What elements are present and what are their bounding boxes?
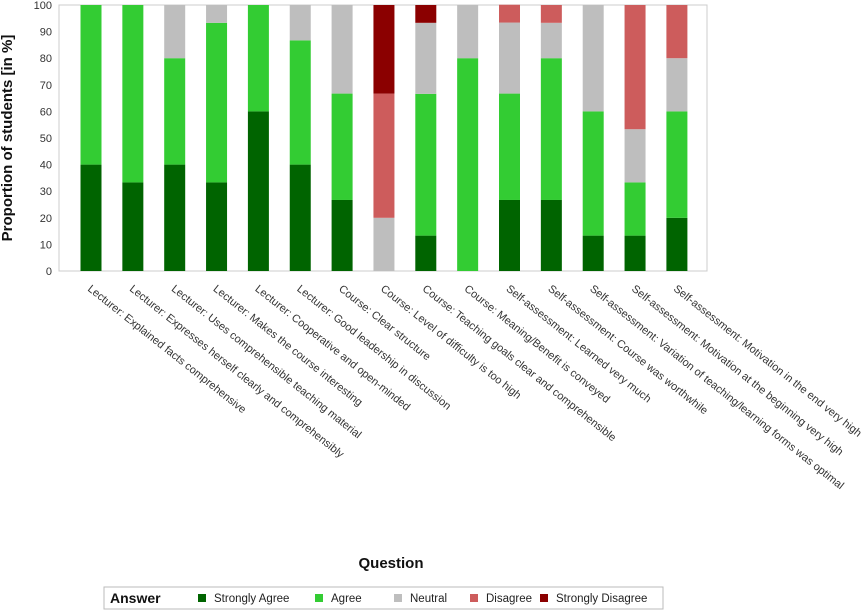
- y-axis-ticks: 0 10 20 30 40 50 60 70 80 90 100: [34, 0, 52, 278]
- bar-segment: [624, 5, 646, 130]
- bar-segment: [666, 5, 688, 59]
- legend-label: Neutral: [410, 593, 447, 605]
- x-axis-title: Question: [358, 555, 423, 572]
- x-category-label: Lecturer: Cooperative and open-minded: [253, 283, 413, 413]
- legend-label: Strongly Agree: [214, 593, 289, 605]
- legend-title: Answer: [110, 590, 161, 606]
- bar-segment: [415, 5, 437, 23]
- bar-segment: [499, 199, 520, 271]
- bar-segment: [373, 93, 395, 218]
- legend-swatch: [470, 594, 478, 602]
- x-category-label: Self-assessment: Motivation in the end v…: [671, 283, 864, 440]
- y-tick-label: 100: [34, 0, 52, 12]
- bar-segment: [331, 93, 353, 200]
- bar-segment: [247, 5, 269, 112]
- x-category-label: Lecturer: Explained facts comprehensive: [85, 283, 248, 416]
- y-tick-label: 40: [40, 160, 52, 172]
- x-category-label: Lecturer: Good leadership in discussion: [294, 283, 453, 413]
- legend-label: Agree: [331, 593, 362, 605]
- bar-segment: [540, 5, 562, 23]
- bar-segment: [247, 111, 269, 272]
- y-axis-title: Proportion of students [in %]: [0, 35, 16, 242]
- y-tick-label: 70: [40, 80, 52, 92]
- bar-segment: [582, 235, 604, 271]
- bar-segment: [624, 129, 646, 183]
- y-tick-label: 50: [40, 133, 52, 145]
- bar-segment: [624, 182, 646, 236]
- y-tick-label: 80: [40, 53, 52, 65]
- bar-segment: [331, 199, 353, 271]
- bar-segment: [582, 111, 604, 236]
- x-category-label: Course: Teaching goals clear and compreh…: [420, 283, 618, 444]
- bar-segment: [206, 22, 228, 183]
- y-tick-label: 90: [40, 27, 52, 39]
- bar-segment: [331, 5, 353, 94]
- legend-swatch: [540, 594, 548, 602]
- bar-segment: [164, 164, 186, 271]
- bar-segment: [122, 5, 144, 183]
- bar-segment: [164, 5, 186, 59]
- bar-segment: [80, 164, 102, 271]
- bar-segment: [457, 58, 479, 272]
- bar-segment: [457, 5, 479, 59]
- y-tick-label: 20: [40, 213, 52, 225]
- bar-segment: [206, 182, 228, 271]
- bar-segment: [289, 164, 311, 271]
- bar-segment: [624, 235, 646, 271]
- bar-segment: [289, 40, 311, 165]
- bar-segment: [540, 58, 562, 200]
- bar-segment: [415, 235, 437, 271]
- bar-segment: [666, 58, 688, 112]
- bar-segment: [122, 182, 144, 271]
- legend: Answer Strongly Agree Agree Neutral Disagre…: [103, 586, 664, 610]
- bar-segment: [373, 5, 395, 94]
- bar-segment: [206, 5, 228, 23]
- bar-segment: [164, 58, 186, 165]
- bar-segment: [499, 22, 520, 94]
- bar-segment: [666, 217, 688, 271]
- legend-label: Strongly Disagree: [556, 593, 647, 605]
- legend-box: [103, 586, 664, 610]
- bar-segment: [499, 4, 520, 23]
- bar-segment: [582, 5, 604, 112]
- legend-label: Disagree: [486, 593, 532, 605]
- bar-segment: [373, 217, 395, 271]
- x-category-label: Lecturer: Makes the course interesting: [211, 283, 365, 409]
- legend-items: Strongly Agree Agree Neutral Disagree Strong…: [198, 593, 647, 605]
- bar-segment: [666, 111, 688, 218]
- bar-segment: [80, 5, 102, 165]
- bar-segment: [415, 22, 437, 94]
- legend-swatch: [394, 594, 402, 602]
- y-tick-label: 0: [46, 266, 52, 278]
- x-category-label: Lecturer: Uses comprehensible teaching m…: [169, 283, 364, 441]
- legend-swatch: [198, 594, 206, 602]
- x-axis-category-labels: Lecturer: Explained facts comprehensiveL…: [85, 283, 864, 492]
- bars: [80, 4, 688, 272]
- bar-segment: [540, 22, 562, 59]
- bar-segment: [540, 199, 562, 271]
- legend-swatch: [315, 594, 323, 602]
- bar-segment: [499, 93, 520, 200]
- y-tick-label: 60: [40, 106, 52, 118]
- bar-segment: [289, 5, 311, 41]
- bar-segment: [415, 93, 437, 236]
- y-tick-label: 30: [40, 186, 52, 198]
- y-tick-label: 10: [40, 239, 52, 251]
